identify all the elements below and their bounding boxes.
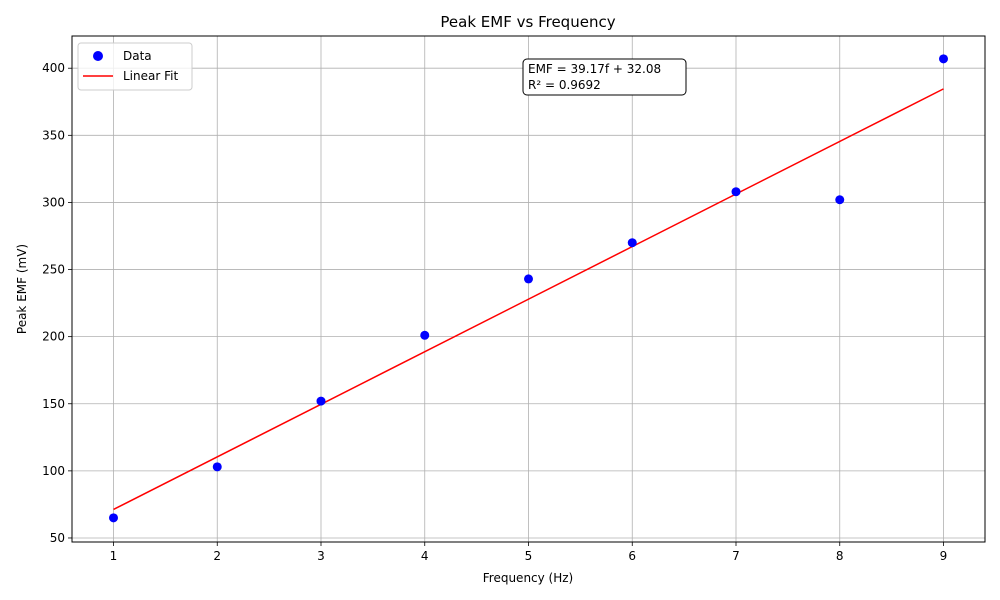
x-tick-label: 9 — [940, 549, 948, 563]
y-tick-label: 350 — [42, 128, 65, 142]
y-tick-label: 50 — [50, 531, 65, 545]
y-tick-label: 400 — [42, 61, 65, 75]
data-points-layer — [109, 54, 948, 523]
data-point — [835, 195, 845, 205]
x-tick-label: 2 — [213, 549, 221, 563]
chart-title: Peak EMF vs Frequency — [440, 13, 615, 31]
legend-box — [77, 42, 193, 91]
data-point — [316, 396, 326, 406]
fit-line-layer — [113, 88, 944, 511]
x-tick-label: 7 — [732, 549, 740, 563]
x-tick-label: 1 — [110, 549, 118, 563]
data-point — [524, 274, 533, 284]
linear-fit-line — [113, 88, 944, 511]
legend-data-marker — [93, 51, 103, 61]
data-point — [109, 513, 118, 523]
x-tick-label: 6 — [628, 549, 636, 563]
x-tick-label: 3 — [317, 549, 325, 563]
data-point — [212, 462, 222, 472]
data-point — [939, 54, 948, 64]
y-tick-label: 250 — [42, 263, 65, 277]
y-axis-label: Peak EMF (mV) — [15, 244, 29, 334]
annotation-box — [522, 58, 687, 96]
grid — [72, 36, 985, 542]
x-axis-ticks: 1 2 3 4 5 6 7 8 9 — [110, 542, 948, 563]
y-tick-label: 200 — [42, 330, 65, 344]
annotation-r-squared: R² = 0.9692 — [528, 78, 601, 92]
x-tick-label: 8 — [836, 549, 844, 563]
data-point — [731, 187, 741, 197]
y-axis-ticks: 50 100 150 200 250 300 350 400 — [42, 61, 72, 545]
x-tick-label: 5 — [525, 549, 533, 563]
y-tick-label: 300 — [42, 195, 65, 209]
equation-annotation: EMF = 39.17f + 32.08 R² = 0.9692 — [522, 58, 687, 96]
legend: Data Linear Fit — [77, 42, 193, 91]
x-axis-label: Frequency (Hz) — [483, 571, 574, 585]
x-tick-label: 4 — [421, 549, 429, 563]
data-point — [420, 330, 430, 340]
legend-fit-label: Linear Fit — [123, 69, 178, 83]
annotation-equation: EMF = 39.17f + 32.08 — [528, 62, 661, 76]
legend-data-label: Data — [123, 49, 152, 63]
data-point — [627, 238, 637, 248]
y-tick-label: 100 — [42, 464, 65, 478]
y-tick-label: 150 — [42, 397, 65, 411]
